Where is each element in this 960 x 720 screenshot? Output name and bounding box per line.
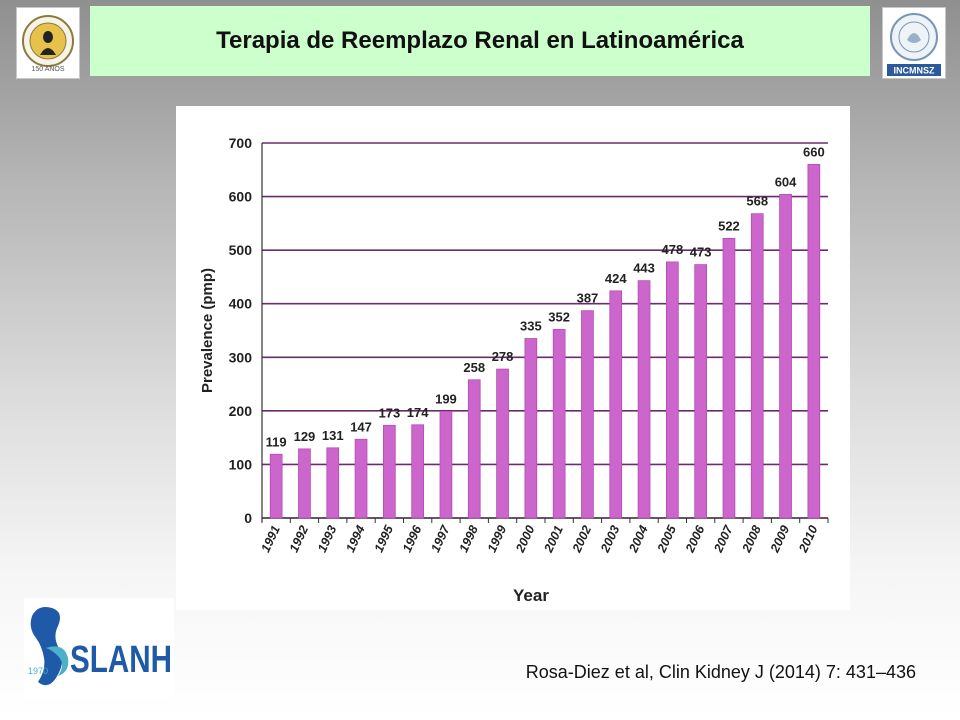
- y-tick-label: 600: [229, 189, 253, 205]
- bar: [609, 290, 623, 519]
- x-tick-label: 2003: [598, 523, 623, 555]
- academia-seal-icon: 150 AÑOS: [22, 15, 74, 73]
- x-tick-label: 2002: [569, 523, 594, 555]
- y-tick-label: 700: [229, 135, 253, 151]
- bar-value-label: 173: [378, 405, 400, 420]
- incmnsz-seal-icon: INCMNSZ: [887, 13, 941, 76]
- bar: [326, 447, 340, 519]
- prevalence-bar-chart: 0 100 200 300 400 500 600 700 119 1991 129 1992 131 1…: [199, 135, 829, 605]
- bar: [750, 213, 764, 519]
- y-tick-label: 200: [229, 403, 253, 419]
- x-tick-label: 1993: [315, 523, 339, 554]
- y-tick-label: 500: [229, 242, 253, 258]
- academia-logo: 150 AÑOS: [16, 7, 80, 79]
- bar: [807, 164, 821, 519]
- bar-value-label: 131: [322, 428, 344, 443]
- bar-value-label: 278: [492, 349, 514, 364]
- slanh-wordmark: SLANH: [70, 639, 172, 681]
- x-tick-label: 2010: [796, 523, 821, 555]
- x-tick-label: 1997: [428, 522, 453, 554]
- bar-value-label: 424: [605, 271, 627, 286]
- slanh-logo: 1970 SLANH: [24, 598, 174, 698]
- bar: [411, 424, 424, 519]
- logo-left-caption: 150 AÑOS: [31, 64, 64, 73]
- bar-value-label: 522: [718, 218, 740, 233]
- bar: [383, 424, 396, 519]
- bar: [581, 310, 594, 519]
- logo-right-caption: INCMNSZ: [894, 66, 935, 76]
- bar-value-label: 147: [350, 419, 372, 434]
- x-tick-label: 2006: [683, 522, 708, 555]
- bar: [779, 194, 792, 519]
- y-tick-label: 400: [229, 296, 253, 312]
- bar-value-label: 335: [520, 319, 542, 334]
- title-banner: Terapia de Reemplazo Renal en Latinoamér…: [90, 6, 870, 76]
- x-tick-label: 1991: [258, 523, 282, 554]
- bar: [467, 379, 481, 519]
- bar: [298, 448, 311, 519]
- y-tick-label: 0: [244, 510, 252, 526]
- x-axis-title: Year: [513, 586, 549, 605]
- citation: Rosa-Diez et al, Clin Kidney J (2014) 7:…: [525, 662, 916, 682]
- slanh-year: 1970: [28, 666, 48, 676]
- bar-value-label: 443: [633, 261, 655, 276]
- bar-value-label: 352: [548, 309, 570, 324]
- x-tick-label: 2009: [767, 523, 792, 555]
- x-tick-label: 2004: [626, 523, 651, 555]
- page-title: Terapia de Reemplazo Renal en Latinoamér…: [216, 27, 744, 54]
- y-axis-title: Prevalence (pmp): [199, 268, 216, 393]
- x-tick-label: 1999: [485, 523, 509, 554]
- bar: [666, 261, 679, 519]
- bar: [496, 368, 509, 519]
- x-tick-label: 2008: [739, 523, 764, 555]
- bar-value-label: 660: [803, 144, 825, 159]
- bar-value-label: 258: [463, 360, 485, 375]
- bar: [269, 453, 283, 519]
- bar-value-label: 478: [661, 242, 683, 257]
- bar: [694, 264, 707, 519]
- bar-value-label: 119: [266, 434, 287, 449]
- bar: [439, 410, 453, 519]
- bar: [722, 237, 736, 519]
- chart-panel: 0 100 200 300 400 500 600 700 119 1991 129 1992 131 1…: [176, 106, 850, 610]
- slanh-logo-icon: 1970 SLANH: [28, 607, 172, 686]
- bar-value-label: 604: [775, 174, 797, 189]
- x-tick-label: 2001: [541, 523, 566, 555]
- bar: [524, 338, 538, 519]
- bar-value-label: 129: [294, 429, 316, 444]
- bar-value-label: 174: [407, 405, 429, 420]
- x-tick-label: 2005: [654, 522, 679, 555]
- bar-value-label: 473: [690, 245, 712, 260]
- y-tick-label: 300: [229, 349, 253, 365]
- x-tick-label: 2000: [513, 523, 538, 555]
- bar-value-label: 199: [435, 391, 457, 406]
- bar: [552, 329, 566, 519]
- x-tick-label: 1992: [287, 523, 311, 554]
- x-tick-label: 1996: [400, 522, 425, 554]
- incmnsz-logo: INCMNSZ: [882, 7, 946, 79]
- bar: [637, 280, 651, 519]
- x-tick-label: 1994: [343, 523, 367, 554]
- bar-value-label: 568: [746, 194, 768, 209]
- x-tick-label: 2007: [711, 522, 736, 555]
- bar: [354, 438, 368, 519]
- x-tick-label: 1995: [372, 522, 397, 554]
- x-tick-label: 1998: [457, 523, 481, 554]
- y-tick-label: 100: [229, 456, 253, 472]
- bar-value-label: 387: [577, 291, 599, 306]
